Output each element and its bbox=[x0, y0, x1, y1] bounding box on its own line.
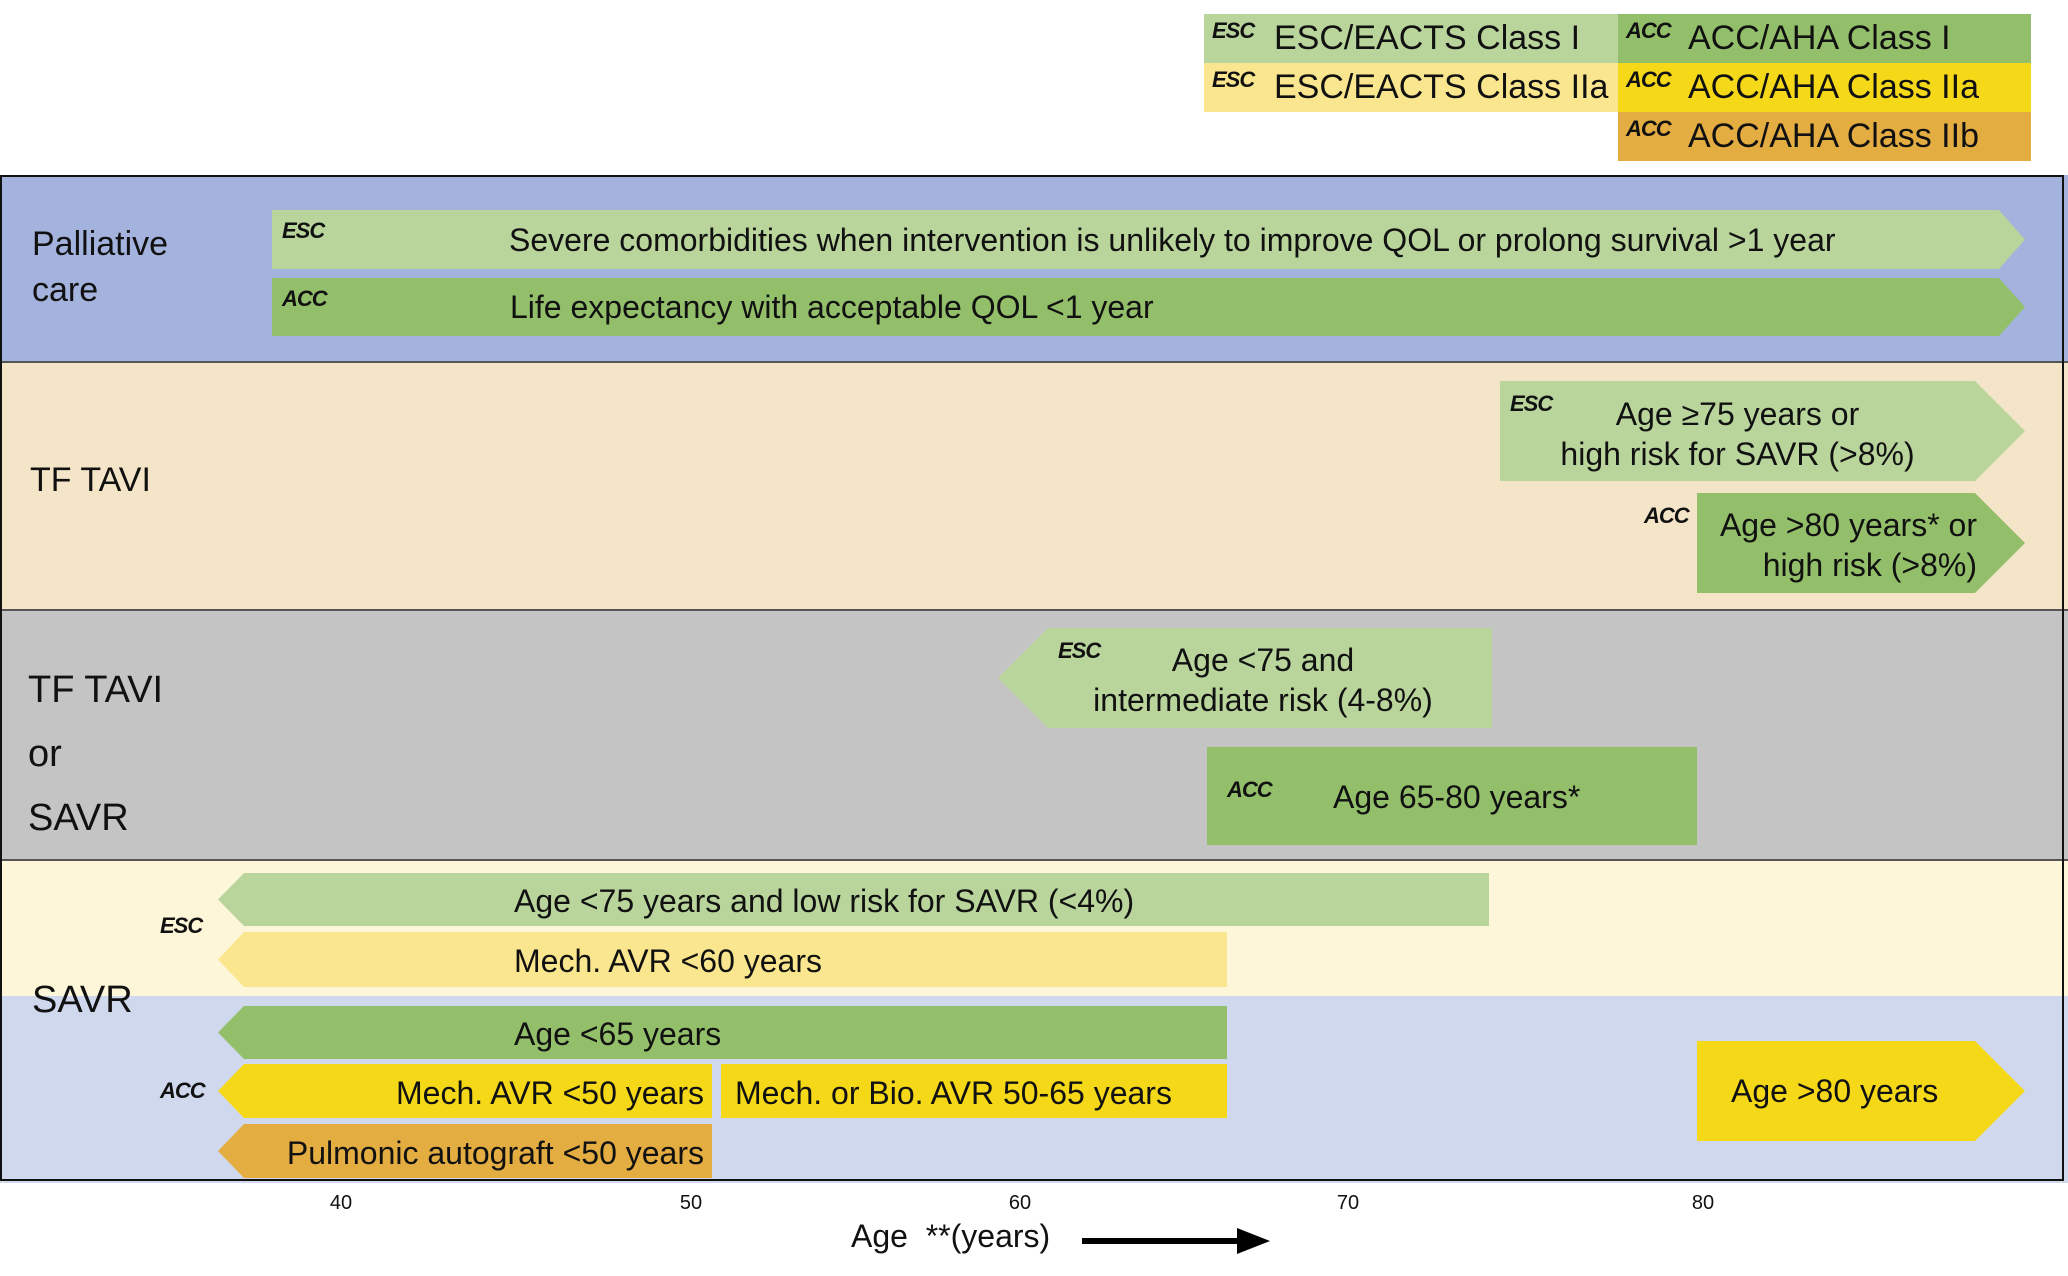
arrow-savr-acc-pulmonic: Pulmonic autograft <50 years bbox=[218, 1124, 712, 1178]
arrow-either-esc: ESC Age <75 and intermediate risk (4-8%) bbox=[998, 628, 1492, 728]
esc-tag: ESC bbox=[160, 913, 203, 938]
chart-frame bbox=[0, 175, 2064, 1181]
arrow-text: Severe comorbidities when intervention i… bbox=[509, 222, 1836, 258]
arrow-savr-esc-mech: Mech. AVR <60 years bbox=[218, 932, 1227, 987]
tick-label: 50 bbox=[679, 1192, 703, 1214]
arrow-savr-esc-low-risk: Age <75 years and low risk for SAVR (<4%… bbox=[218, 873, 1489, 926]
legend-acc-class-iia: ACC ACC/AHA Class IIa bbox=[1618, 63, 2031, 112]
tick-label: 70 bbox=[1336, 1192, 1360, 1214]
legend-label: ACC/AHA Class IIb bbox=[1688, 117, 1979, 155]
legend-label: ACC/AHA Class I bbox=[1688, 19, 1951, 57]
arrow-text: Age 65-80 years* bbox=[1333, 779, 1581, 815]
arrow-text-line: high risk (>8%) bbox=[1762, 547, 1977, 583]
legend-label: ESC/EACTS Class IIa bbox=[1274, 68, 1609, 106]
arrow-tftavi-acc: Age >80 years* or high risk (>8%) bbox=[1697, 493, 2025, 593]
legend-acc-class-i: ACC ACC/AHA Class I bbox=[1618, 14, 2031, 63]
arrow-text: Age <65 years bbox=[514, 1016, 722, 1052]
arrow-text-line: intermediate risk (4-8%) bbox=[1093, 682, 1433, 718]
row-label-tf-tavi: TF TAVI bbox=[30, 461, 151, 499]
esc-tag: ESC bbox=[1212, 18, 1255, 43]
esc-tag: ESC bbox=[1510, 391, 1553, 416]
row-label-savr: SAVR bbox=[32, 979, 133, 1021]
row-label-line: TF TAVI bbox=[28, 669, 164, 711]
row-label-line: or bbox=[28, 733, 62, 775]
arrow-text: Mech. AVR <50 years bbox=[396, 1075, 704, 1111]
acc-tag: ACC bbox=[1227, 777, 1273, 802]
arrow-text: Age >80 years bbox=[1731, 1073, 1939, 1109]
esc-tag: ESC bbox=[1058, 638, 1101, 663]
acc-tag: ACC bbox=[160, 1078, 206, 1103]
row-label-tavi-or-savr: TF TAVI or SAVR bbox=[28, 658, 163, 850]
row-label-line: SAVR bbox=[28, 797, 129, 839]
legend-esc-class-iia: ESC ESC/EACTS Class IIa bbox=[1204, 63, 1618, 112]
arrow-savr-acc-age80: Age >80 years bbox=[1697, 1041, 2025, 1141]
arrow-text: Life expectancy with acceptable QOL <1 y… bbox=[510, 289, 1154, 325]
tick-label: 80 bbox=[1691, 1192, 1715, 1214]
arrow-text: Pulmonic autograft <50 years bbox=[286, 1135, 704, 1171]
arrow-savr-acc-mech50: Mech. AVR <50 years bbox=[218, 1064, 712, 1118]
arrow-tftavi-esc: ESC Age ≥75 years or high risk for SAVR … bbox=[1500, 381, 2025, 481]
legend-label: ACC/AHA Class IIa bbox=[1688, 68, 1979, 106]
legend-acc-class-iib: ACC ACC/AHA Class IIb bbox=[1618, 112, 2031, 161]
bar-either-acc: ACC Age 65-80 years* bbox=[1207, 747, 1697, 845]
acc-tag: ACC bbox=[1626, 18, 1672, 43]
arrow-text: Age ≥75 years or high risk for SAVR (>8%… bbox=[1500, 394, 1975, 474]
arrow-text-line: Age >80 years* or bbox=[1719, 507, 1977, 543]
arrow-palliative-esc: ESC Severe comorbidities when interventi… bbox=[272, 210, 2025, 269]
arrow-text: Mech. AVR <60 years bbox=[514, 943, 822, 979]
row-label-line: care bbox=[32, 270, 99, 309]
arrow-palliative-acc: ACC Life expectancy with acceptable QOL … bbox=[272, 278, 2025, 336]
acc-tag: ACC bbox=[1626, 116, 1672, 141]
acc-tag: ACC bbox=[282, 286, 327, 311]
arrow-text-line: high risk for SAVR (>8%) bbox=[1560, 436, 1915, 472]
esc-tag: ESC bbox=[282, 218, 325, 243]
acc-tag: ACC bbox=[1626, 67, 1672, 92]
arrow-right-icon bbox=[1082, 1228, 1270, 1254]
esc-tag: ESC bbox=[1212, 67, 1255, 92]
tick-label: 40 bbox=[329, 1192, 353, 1214]
bar-savr-acc-mech-bio: Mech. or Bio. AVR 50-65 years bbox=[721, 1064, 1227, 1118]
arrow-text: Age >80 years* or high risk (>8%) bbox=[1701, 505, 1977, 585]
arrow-text: Age <75 years and low risk for SAVR (<4%… bbox=[514, 883, 1135, 919]
legend-esc-class-i: ESC ESC/EACTS Class I bbox=[1204, 14, 1618, 63]
tick-label: 60 bbox=[1008, 1192, 1032, 1214]
row-label-line: Palliative bbox=[32, 225, 169, 263]
arrow-text-line: Age ≥75 years or bbox=[1615, 396, 1860, 432]
arrow-savr-acc-age65: Age <65 years bbox=[218, 1006, 1227, 1059]
axis-title: Age **(years) bbox=[851, 1218, 1051, 1254]
arrow-text-line: Age <75 and bbox=[1171, 642, 1355, 678]
arrow-text: Mech. or Bio. AVR 50-65 years bbox=[735, 1075, 1172, 1111]
row-label-palliative: Palliative care bbox=[32, 222, 168, 314]
legend-label: ESC/EACTS Class I bbox=[1274, 19, 1581, 57]
acc-tag: ACC bbox=[1644, 503, 1690, 528]
arrow-text: Age <75 and intermediate risk (4-8%) bbox=[1048, 640, 1478, 720]
